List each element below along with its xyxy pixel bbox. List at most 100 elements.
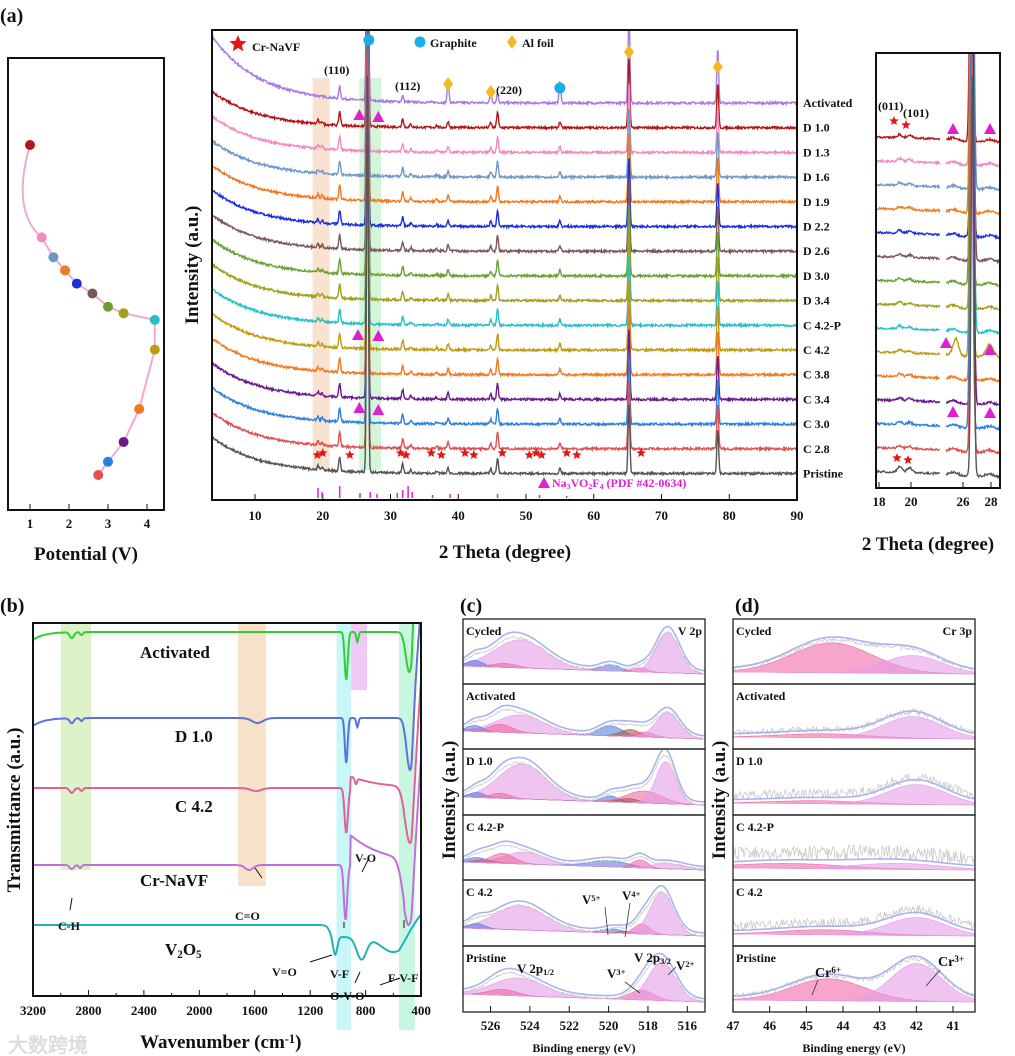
x-tick-label: 524 — [520, 1018, 540, 1033]
series-label: D 1.0 — [803, 121, 830, 135]
x-tick-label: 46 — [763, 1018, 777, 1033]
inset-trace — [876, 252, 941, 261]
x-tick-label: 2800 — [75, 1003, 101, 1018]
band-label: C=O — [235, 909, 260, 923]
star-icon — [318, 448, 328, 457]
x-tick-label: 3 — [105, 516, 112, 531]
ftir-traces — [33, 623, 421, 961]
cr6-label: Cr6+ — [815, 965, 841, 981]
inset-trace — [876, 205, 941, 214]
triangle-icon — [984, 123, 996, 134]
v2p12-label: V 2p1/2 — [517, 961, 554, 977]
x-axis-title-part: Wavenumber (cm — [140, 1032, 285, 1053]
series-label: V2O5 — [165, 940, 202, 961]
x-tick-label: 60 — [587, 508, 600, 523]
star-icon — [345, 450, 355, 459]
potential-point — [134, 404, 145, 414]
triangle-icon — [940, 337, 952, 348]
ftir-trace — [33, 757, 421, 926]
raw-spectrum — [462, 844, 706, 871]
row-label: C 4.2-P — [736, 820, 774, 834]
x-tick-label: 518 — [638, 1018, 658, 1033]
inset-trace — [876, 155, 941, 166]
x-tick-label: 10 — [249, 508, 262, 523]
row-label: C 4.2-P — [466, 820, 504, 834]
cr3-label-part: Cr — [938, 955, 954, 970]
legend-graphite: Graphite — [430, 36, 477, 50]
x-tick-label: 30 — [384, 508, 397, 523]
series-label-part: Activated — [140, 643, 210, 662]
x-tick-label: 42 — [910, 1018, 923, 1033]
band-2 — [336, 624, 352, 1030]
xrd-trace — [212, 30, 797, 354]
star-icon — [572, 450, 582, 459]
series-label: D 2.6 — [803, 244, 830, 258]
triangle-icon — [353, 402, 366, 413]
series-label: D 1.0 — [175, 727, 213, 746]
triangle-icon — [947, 123, 959, 134]
star-icon — [524, 450, 535, 459]
miller-index-220: (220) — [496, 83, 522, 97]
potential-point — [60, 265, 71, 276]
inset-trace — [945, 53, 1000, 265]
series-label: C 4.2 — [803, 343, 830, 357]
star-icon — [426, 448, 436, 457]
y-axis-title: Transmittance (a.u.) — [4, 728, 25, 893]
potential-point — [118, 437, 129, 447]
inset-trace — [876, 396, 941, 404]
inset-trace — [876, 348, 941, 356]
potential-point — [149, 314, 160, 325]
fit-component — [462, 892, 706, 937]
star-icon — [401, 450, 411, 459]
band-0 — [60, 624, 92, 870]
row-label: C 4.2 — [736, 885, 763, 899]
band-label: F-V-F — [388, 971, 418, 985]
plot-frame — [211, 29, 798, 501]
fit-component — [462, 761, 706, 806]
triangle-icon — [947, 406, 959, 417]
series-label: Activated — [803, 96, 853, 110]
cr3-label: Cr3+ — [938, 954, 964, 970]
raw-spectrum — [732, 773, 975, 801]
star-icon — [889, 116, 899, 125]
row-label: Pristine — [736, 951, 777, 965]
v4-label: V4+ — [622, 888, 641, 903]
inset-trace — [876, 419, 941, 428]
xrd-trace — [212, 76, 797, 477]
row-label: Cycled — [736, 624, 772, 638]
spectrum-title: Cr 3p — [943, 624, 973, 638]
inset-trace — [876, 372, 941, 381]
raw-spectrum — [462, 630, 706, 675]
y-axis-title: Intensity (a.u.) — [439, 741, 460, 860]
x-tick-label: 28 — [985, 494, 999, 509]
triangle-icon — [984, 407, 996, 418]
x-tick-label: 40 — [452, 508, 465, 523]
series-label: D 1.6 — [803, 170, 830, 184]
star-icon — [903, 455, 913, 464]
triangle-icon — [351, 329, 364, 340]
row-label: D 1.0 — [736, 754, 763, 768]
x-tick-label: 50 — [520, 508, 533, 523]
miller-index-011: (011) — [878, 99, 903, 113]
x-tick-label: 516 — [678, 1018, 698, 1033]
x-tick-label: 1600 — [242, 1003, 268, 1018]
traces — [212, 30, 797, 477]
inset-trace — [876, 228, 941, 237]
vo-double-label: V=O — [272, 965, 297, 979]
star-icon — [892, 453, 902, 462]
potential-point — [87, 288, 98, 299]
x-tick-label: 80 — [723, 508, 736, 523]
xrd-trace — [212, 30, 797, 255]
triangle-icon — [372, 330, 385, 341]
x-axis-title: Binding energy (eV) — [532, 1041, 635, 1055]
series-label: Cr-NaVF — [140, 871, 208, 890]
x-tick-label: 47 — [727, 1018, 741, 1033]
x-tick-label: 41 — [947, 1018, 960, 1033]
star-icon — [229, 35, 247, 52]
v3-label: V3+ — [607, 966, 626, 981]
triangle-icon — [984, 344, 996, 355]
annotation-arrow — [624, 902, 631, 938]
fit-envelope — [462, 625, 706, 672]
x-tick-label: 20 — [316, 508, 329, 523]
x-axis-title: Binding energy (eV) — [802, 1041, 905, 1055]
